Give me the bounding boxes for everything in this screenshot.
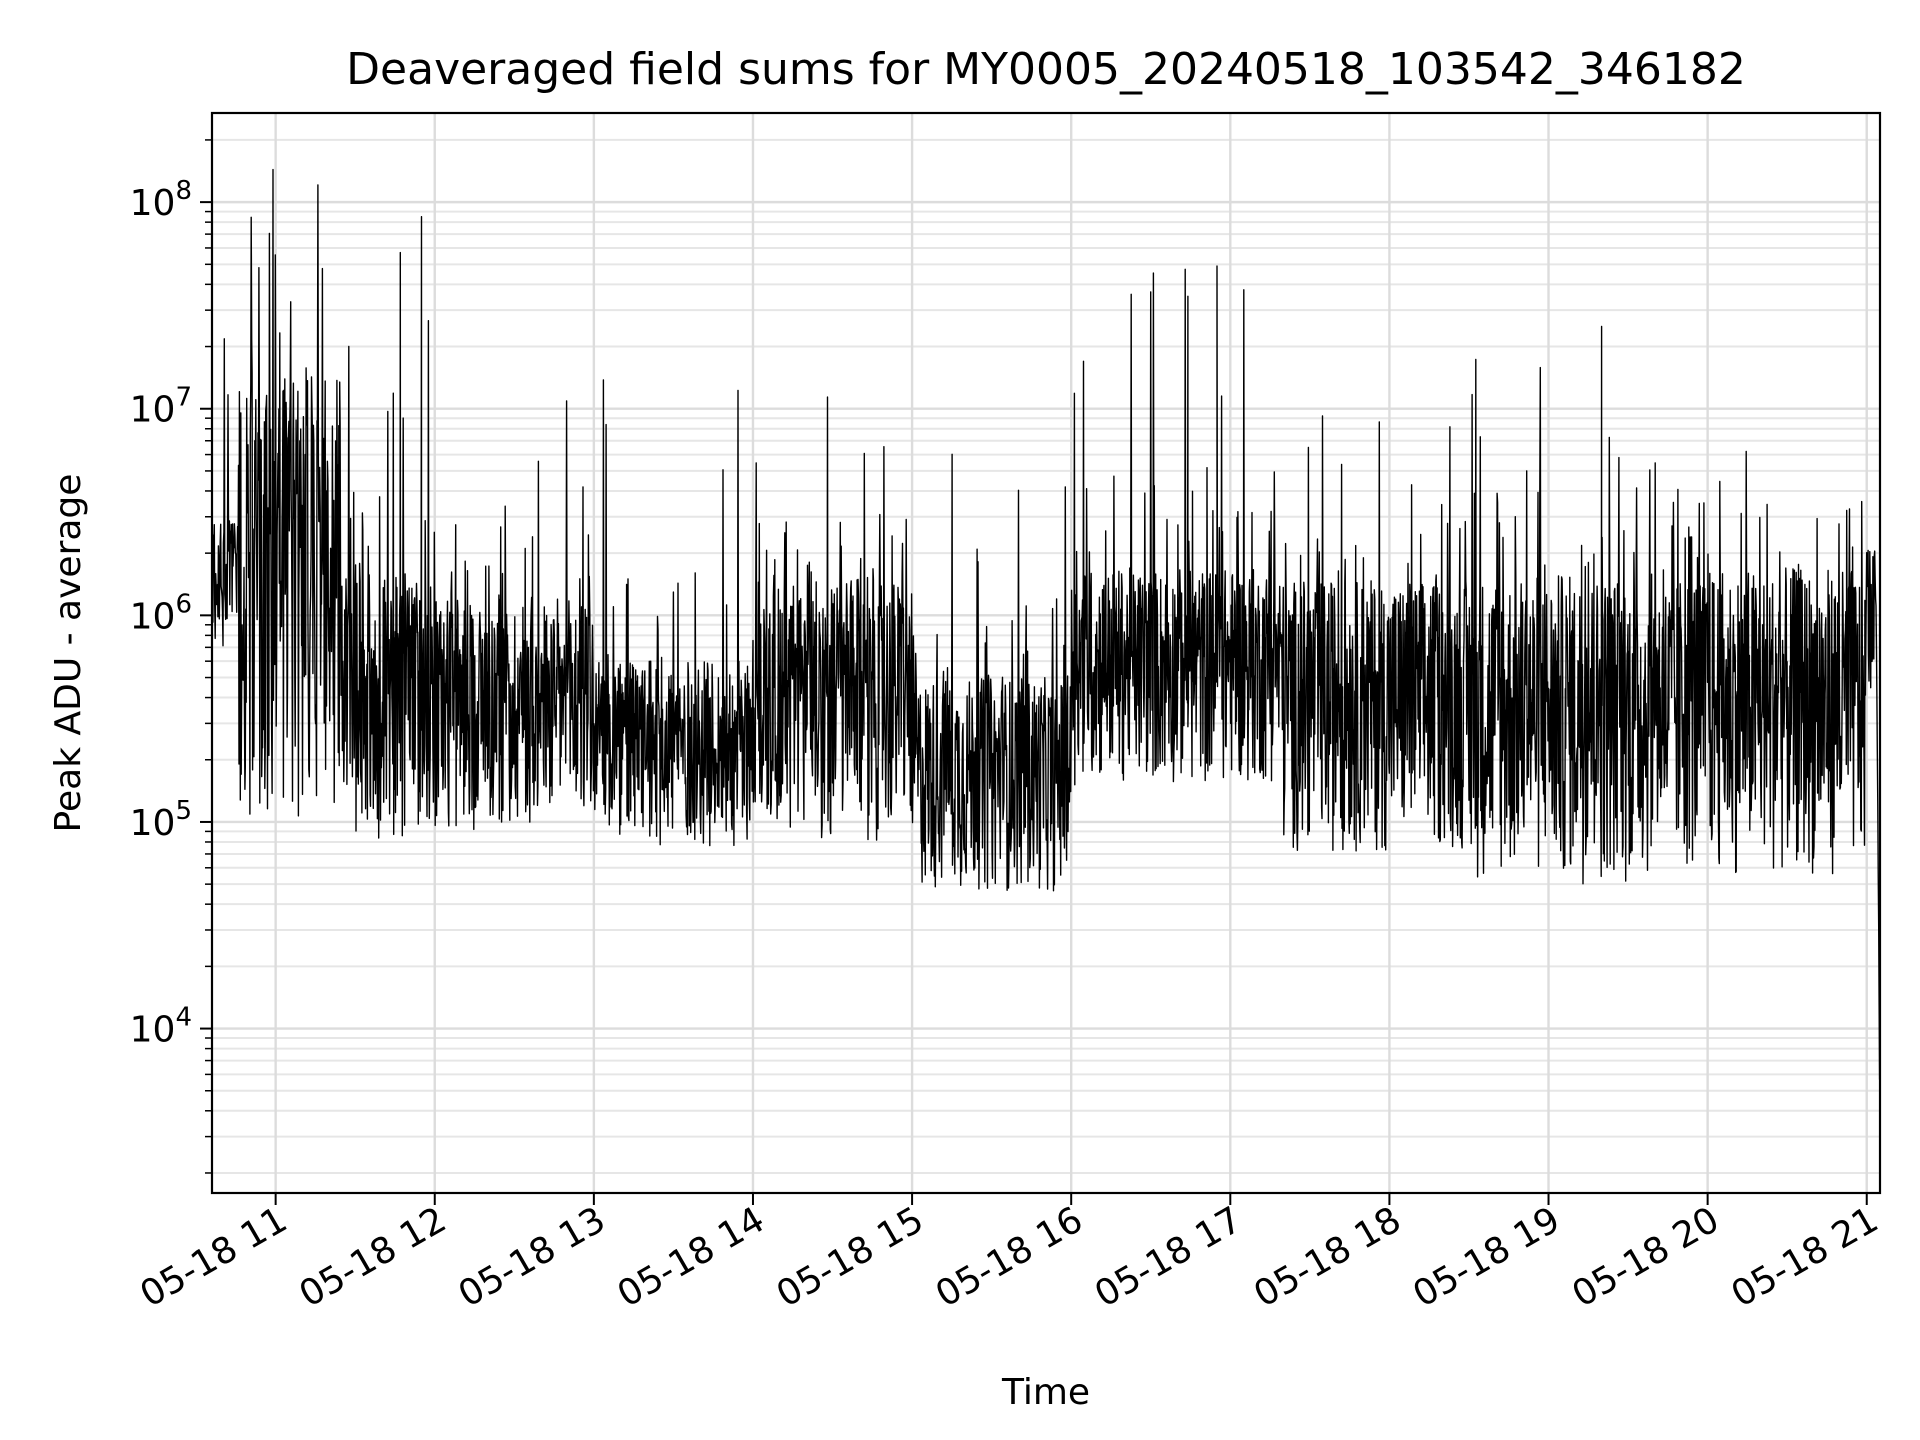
y-tick-label: 106 xyxy=(130,589,192,637)
plot-frame xyxy=(210,111,1882,1195)
y-tick-label: 107 xyxy=(130,383,192,431)
x-axis-label: Time xyxy=(1001,1372,1090,1413)
y-axis: 104 105 106 107 108 xyxy=(130,139,212,1174)
series-line xyxy=(211,168,1881,1080)
y-axis-label: Peak ADU - average xyxy=(48,474,89,833)
y-tick-label: 108 xyxy=(130,176,192,224)
y-tick-label: 105 xyxy=(130,796,192,844)
chart-title: Deaveraged field sums for MY0005_2024051… xyxy=(346,44,1746,95)
series-peak-adu xyxy=(211,168,1881,1080)
y-tick-label: 104 xyxy=(130,1003,192,1051)
